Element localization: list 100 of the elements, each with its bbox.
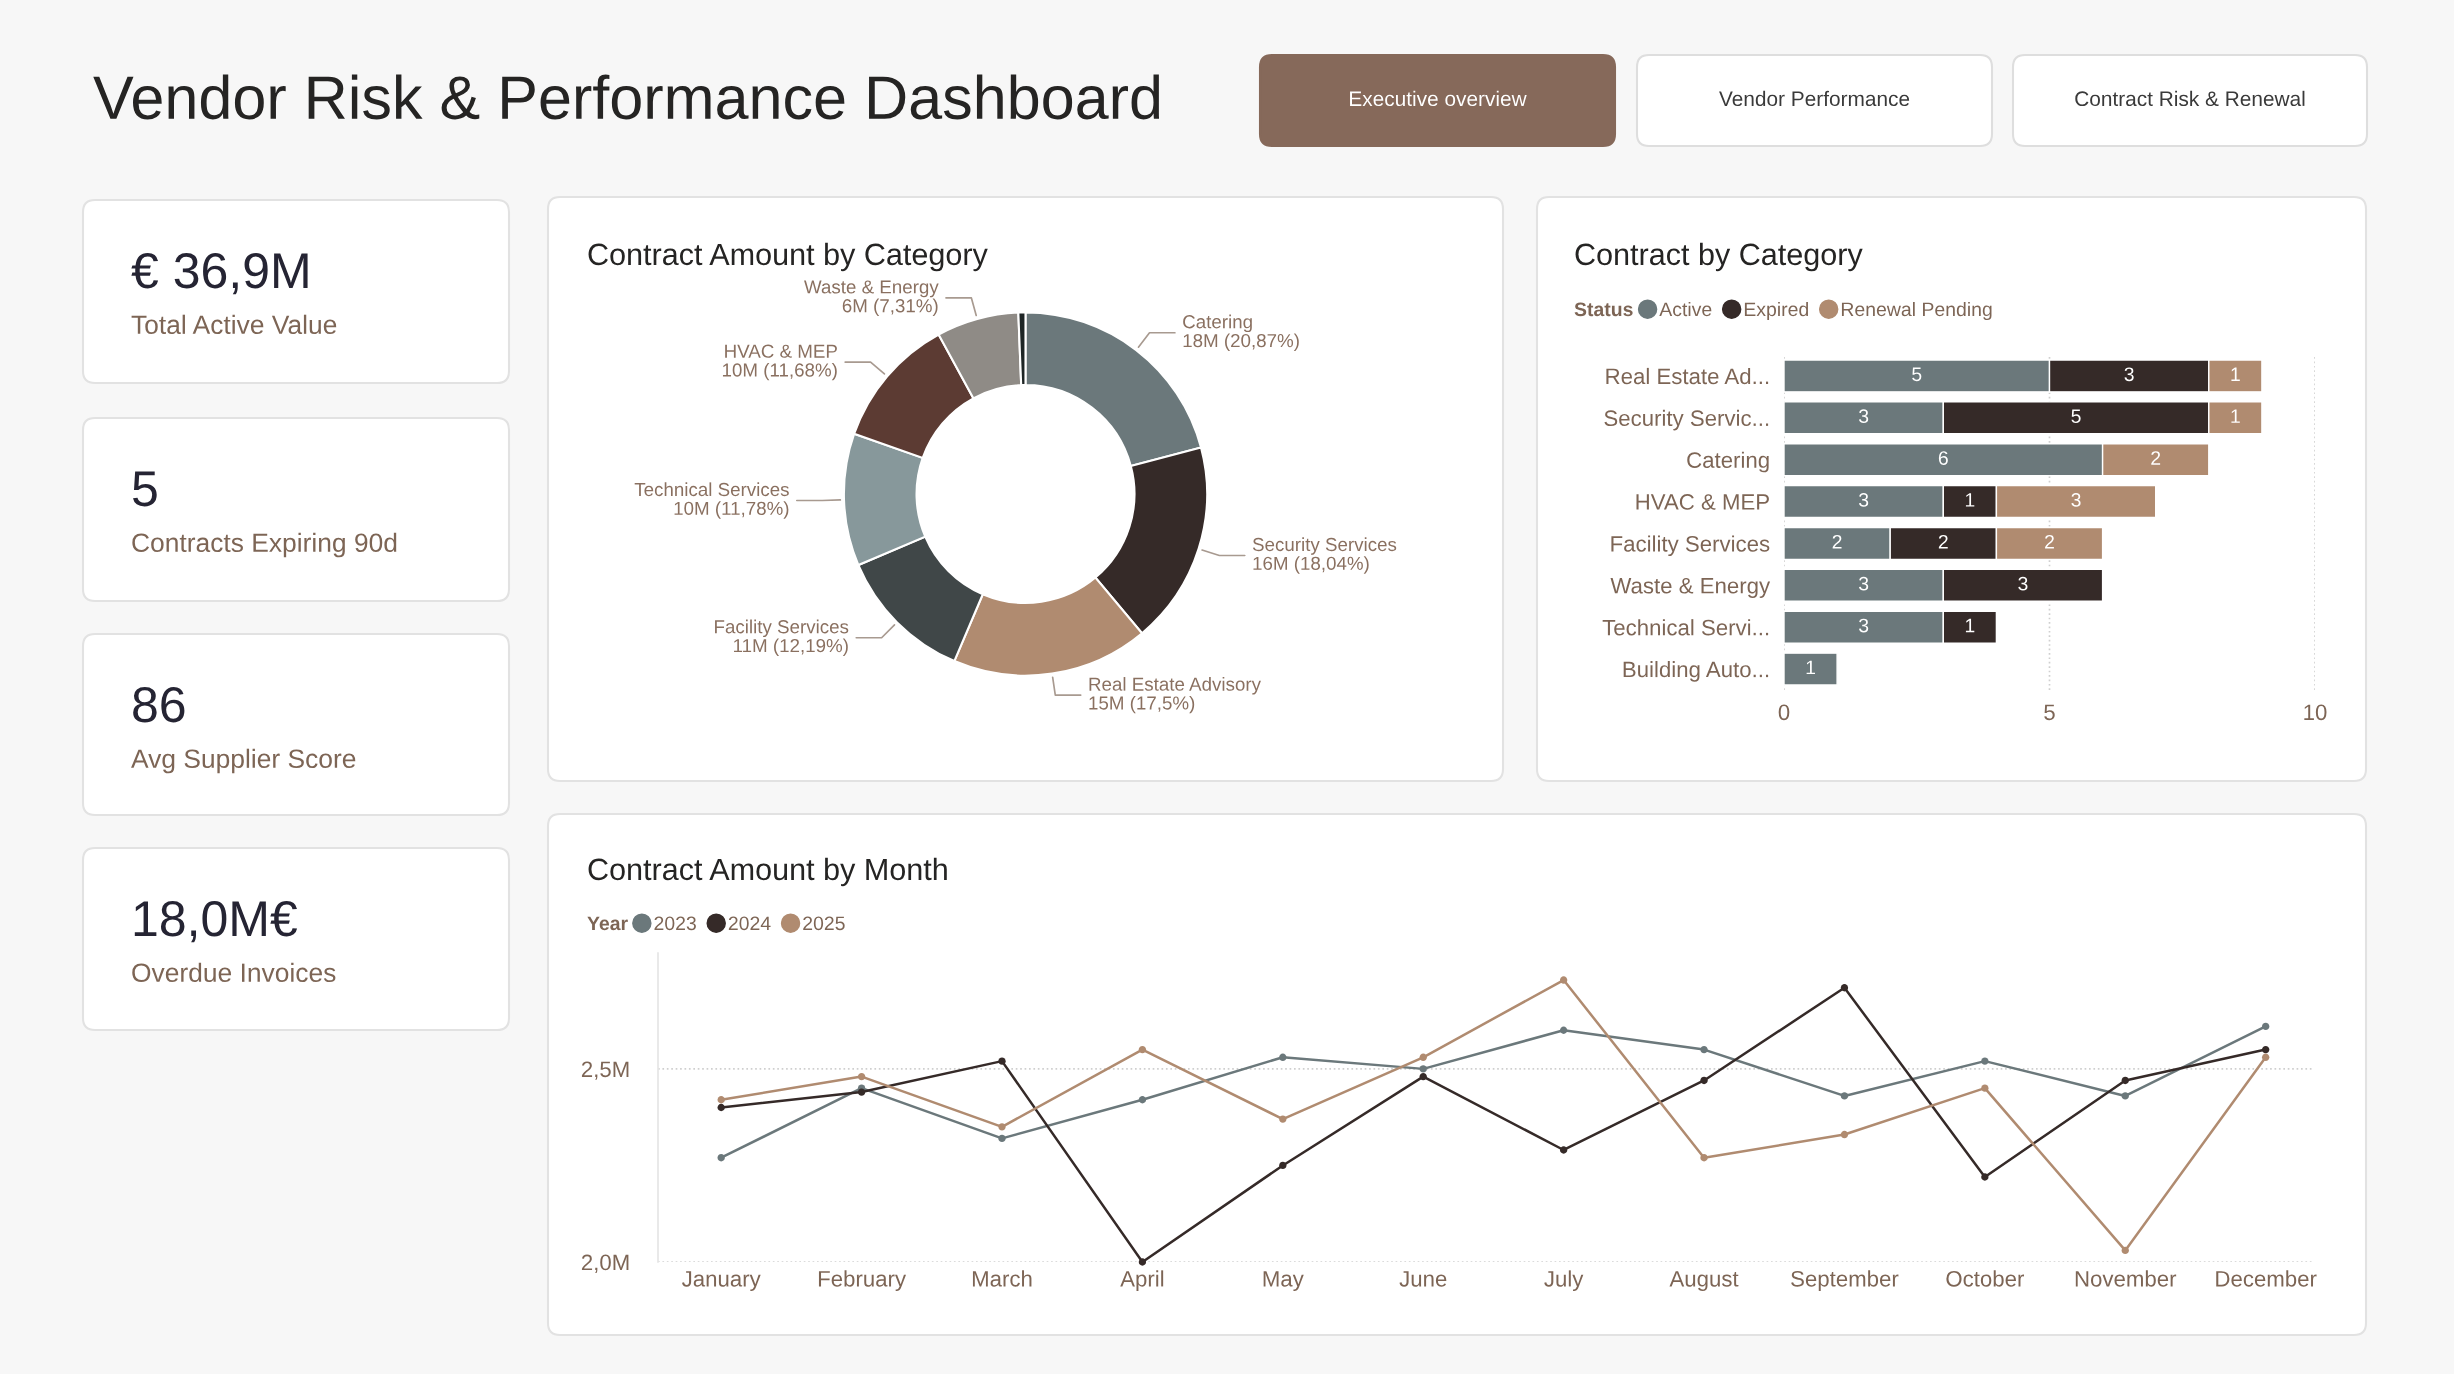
point (2121, 1092, 2129, 1100)
point (2261, 1022, 2270, 1031)
x-tick-label: March (972, 1270, 1032, 1287)
legend-label: 2024 (728, 916, 771, 931)
legend-label: Renewal Pending (1841, 301, 1992, 321)
data-label: 3 (2124, 367, 2134, 382)
data-label: 2 (1938, 534, 1948, 549)
point (1138, 1258, 1147, 1266)
chart-title: Contract by Category (1575, 242, 1863, 272)
text: Contract Risk & Renewal (2075, 90, 2305, 107)
point (1419, 1053, 1427, 1061)
data-label: 10M (11,78%) (674, 501, 789, 519)
text: 86 (133, 687, 185, 723)
point (857, 1072, 866, 1081)
y-tick-label: Building Auto... (1623, 661, 1769, 682)
point (1279, 1053, 1287, 1061)
slice-label: Waste & Energy (804, 280, 939, 298)
point (998, 1057, 1006, 1065)
data-label: 3 (1858, 618, 1869, 633)
x-tick-label: May (1263, 1271, 1304, 1292)
y-tick-label: 2,0M (581, 1254, 629, 1273)
point (1419, 1072, 1427, 1081)
data-label: 3 (1858, 409, 1869, 424)
x-tick-label: January (682, 1271, 761, 1292)
point (1138, 1096, 1147, 1104)
point (1700, 1045, 1708, 1054)
x-tick-label: 5 (2044, 704, 2055, 721)
data-label: 3 (2071, 493, 2081, 507)
slice-label: HVAC & MEP (725, 344, 837, 358)
point (2121, 1246, 2129, 1255)
legend-label: Active (1659, 301, 1712, 317)
data-label: 6 (1938, 451, 1948, 465)
data-label: 16M (18,04%) (1253, 556, 1369, 574)
point (1840, 984, 1849, 992)
point (1559, 1146, 1568, 1154)
chart-title: Contract Amount by Month (588, 857, 947, 887)
data-label: 2 (2151, 451, 2161, 465)
point (717, 1103, 725, 1112)
x-tick-label: 10 (2304, 704, 2327, 721)
y-tick-label: Facility Services (1611, 535, 1770, 557)
data-label: 5 (1912, 367, 1922, 382)
legend-label: Expired (1744, 301, 1808, 321)
data-label: 3 (1858, 493, 1869, 507)
point (1279, 1115, 1287, 1123)
text: 5 (133, 471, 157, 507)
y-tick-label: Security Servic... (1604, 409, 1769, 431)
x-tick-label: July (1544, 1270, 1584, 1292)
text: € 36,9M (131, 253, 308, 295)
data-label: 10M (11,68%) (722, 362, 837, 381)
x-tick-label: February (818, 1270, 907, 1292)
point (2261, 1045, 2270, 1054)
point (1279, 1161, 1287, 1170)
y-tick-label: Real Estate Ad... (1606, 367, 1769, 385)
point (1138, 1045, 1147, 1054)
y-tick-label: Catering (1687, 451, 1769, 473)
point (857, 1088, 866, 1096)
y-tick-label: 2,5M (581, 1061, 629, 1080)
point (998, 1123, 1006, 1131)
point (998, 1134, 1006, 1143)
text: Vendor Performance (1719, 90, 1910, 107)
data-label: 1 (1806, 660, 1816, 675)
data-label: 2 (2045, 534, 2054, 549)
data-label: 1 (2231, 367, 2240, 381)
legend-title: Year (587, 916, 628, 931)
data-label: 1 (1965, 493, 1975, 507)
legend-label: 2023 (654, 916, 696, 931)
data-label: 3 (1858, 576, 1869, 591)
text: Executive overview (1350, 90, 1527, 107)
text: 18,0M€ (134, 901, 298, 943)
slice-label: Technical Services (634, 482, 789, 497)
bar (1784, 652, 1838, 686)
text: Vendor Risk & Performance Dashboard (93, 74, 1160, 120)
point (717, 1154, 725, 1162)
data-label: 3 (2018, 576, 2028, 591)
text: Contracts Expiring 90d (132, 532, 397, 558)
data-label: 2 (1832, 534, 1842, 549)
text: Overdue Invoices (132, 962, 336, 983)
data-label: 11M (12,19%) (734, 638, 848, 656)
x-tick-label: November (2075, 1270, 2177, 1287)
point (1981, 1173, 1989, 1181)
text: Total Active Value (131, 314, 337, 335)
data-label: 18M (20,87%) (1183, 333, 1299, 351)
x-tick-label: June (1399, 1271, 1447, 1287)
data-label: 1 (1965, 618, 1975, 633)
x-tick-label: October (1946, 1270, 2025, 1287)
x-tick-label: September (1791, 1270, 1899, 1292)
x-tick-label: December (2216, 1270, 2317, 1287)
legend-label: 2025 (803, 916, 845, 931)
point (1559, 1026, 1568, 1034)
slice-label: Catering (1183, 314, 1252, 333)
point (2121, 1076, 2129, 1085)
text: Avg Supplier Score (131, 748, 356, 774)
slice-label: Real Estate Advisory (1089, 677, 1261, 695)
point (1840, 1092, 1849, 1100)
point (2261, 1053, 2270, 1061)
x-tick-label: 0 (1778, 704, 1790, 721)
data-label: 15M (17,5%) (1089, 695, 1195, 714)
legend-title: Status (1574, 302, 1633, 317)
y-tick-label: Technical Servi... (1602, 619, 1769, 636)
slice-label: Facility Services (715, 619, 849, 638)
